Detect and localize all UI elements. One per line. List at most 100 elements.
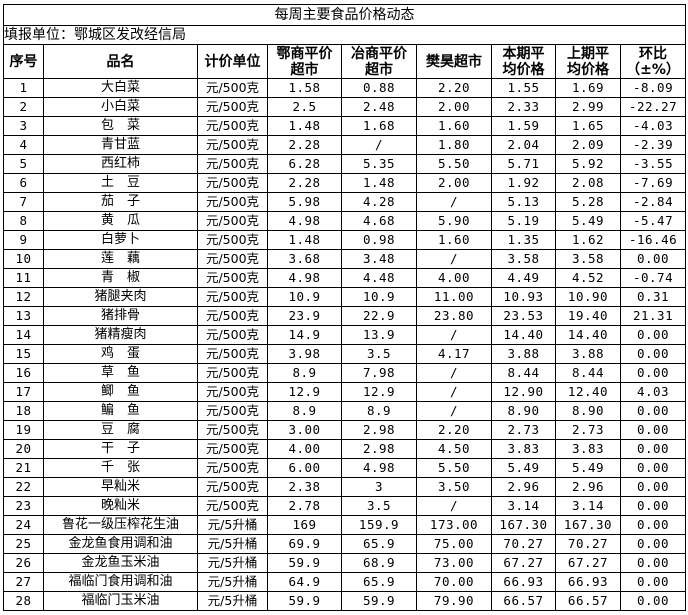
table-row: 18 鳊 鱼元/500克 8.9 8.9/8.90 8.90 0.00 [3, 401, 687, 421]
cell-yeshang: 1.48 [341, 173, 417, 193]
cell-no: 19 [3, 420, 44, 440]
table-row: 1 大白菜 元/500克 1.58 0.88 2.20 1.55 1.69 -8.09 [3, 78, 687, 98]
cell-previous-avg: 3.83 [555, 439, 621, 459]
cell-eshang: 59.9 [267, 591, 342, 611]
cell-name: 小白菜 [43, 97, 198, 117]
cell-fanhao: 1.60 [416, 230, 492, 250]
cell-fanhao: 79.90 [416, 591, 492, 611]
cell-unit: 元/500克 [197, 477, 268, 497]
cell-name: 福临门玉米油 [43, 591, 198, 611]
cell-fanhao: / [416, 325, 492, 345]
cell-unit: 元/500克 [197, 363, 268, 383]
cell-eshang: 2.28 [267, 173, 342, 193]
cell-current-avg: 5.13 [491, 192, 556, 212]
cell-yeshang: 3.5 [341, 496, 417, 516]
cell-unit: 元/500克 [197, 439, 268, 459]
cell-current-avg: 3.83 [491, 439, 556, 459]
table-row: 23 晚籼米 元/500克 2.78 3.5/3.14 3.14 0.00 [3, 496, 687, 516]
cell-unit: 元/500克 [197, 401, 268, 421]
cell-change: -2.39 [619, 135, 687, 155]
cell-no: 21 [3, 458, 44, 478]
cell-previous-avg: 2.99 [555, 97, 621, 117]
cell-eshang: 1.48 [267, 116, 342, 136]
cell-previous-avg: 2.73 [555, 420, 621, 440]
cell-previous-avg: 19.40 [555, 306, 621, 326]
cell-eshang: 5.98 [267, 192, 342, 212]
cell-current-avg: 5.71 [491, 154, 556, 174]
cell-yeshang: 2.98 [341, 439, 417, 459]
cell-unit: 元/500克 [197, 97, 268, 117]
cell-fanhao: 2.00 [416, 173, 492, 193]
cell-current-avg: 2.33 [491, 97, 556, 117]
cell-eshang: 1.48 [267, 230, 342, 250]
cell-no: 20 [3, 439, 44, 459]
cell-current-avg: 2.04 [491, 135, 556, 155]
cell-current-avg: 167.30 [491, 515, 556, 535]
header-line: 鄂商平价 [276, 45, 333, 62]
cell-current-avg: 3.14 [491, 496, 556, 516]
cell-eshang: 59.9 [267, 553, 342, 573]
cell-current-avg: 1.59 [491, 116, 556, 136]
cell-change: -7.69 [619, 173, 687, 193]
cell-current-avg: 67.27 [491, 553, 556, 573]
cell-yeshang: 2.98 [341, 420, 417, 440]
cell-fanhao: 11.00 [416, 287, 492, 307]
cell-change: 0.00 [619, 325, 687, 345]
table-row: 24 鲁花一级压榨花生油 元/5升桶 169 159.9 173.00 167.30 167.… [3, 515, 687, 535]
cell-current-avg: 2.73 [491, 420, 556, 440]
cell-change: -2.84 [619, 192, 687, 212]
cell-current-avg: 4.49 [491, 268, 556, 288]
cell-previous-avg: 1.69 [555, 78, 621, 98]
cell-unit: 元/500克 [197, 382, 268, 402]
cell-no: 6 [3, 173, 44, 193]
cell-previous-avg: 12.40 [555, 382, 621, 402]
cell-previous-avg: 2.96 [555, 477, 621, 497]
cell-name: 大白菜 [43, 78, 198, 98]
cell-previous-avg: 1.65 [555, 116, 621, 136]
cell-previous-avg: 8.90 [555, 401, 621, 421]
cell-yeshang: 0.98 [341, 230, 417, 250]
cell-no: 16 [3, 363, 44, 383]
cell-change: -0.74 [619, 268, 687, 288]
cell-no: 18 [3, 401, 44, 421]
cell-change: -3.55 [619, 154, 687, 174]
cell-fanhao: 5.90 [416, 211, 492, 231]
cell-yeshang: 7.98 [341, 363, 417, 383]
cell-current-avg: 3.88 [491, 344, 556, 364]
cell-current-avg: 3.58 [491, 249, 556, 269]
table-row: 10 莲 藕元/500克 3.68 3.48/3.58 3.58 0.00 [3, 249, 687, 269]
cell-fanhao: / [416, 192, 492, 212]
header-change: 环比 （±%） [619, 44, 687, 79]
cell-fanhao: 70.00 [416, 572, 492, 592]
cell-previous-avg: 70.27 [555, 534, 621, 554]
cell-current-avg: 1.92 [491, 173, 556, 193]
cell-yeshang: 3.48 [341, 249, 417, 269]
cell-no: 26 [3, 553, 44, 573]
cell-eshang: 3.00 [267, 420, 342, 440]
cell-name: 金龙鱼食用调和油 [43, 534, 198, 554]
cell-change: -16.46 [619, 230, 687, 250]
cell-previous-avg: 66.93 [555, 572, 621, 592]
cell-eshang: 4.98 [267, 211, 342, 231]
table-row: 20 干 子元/500克 4.00 2.98 4.50 3.83 3.83 0.00 [3, 439, 687, 459]
header-current-avg: 本期平 均价格 [491, 44, 556, 79]
cell-name: 莲 藕 [43, 249, 198, 269]
table-row: 28 福临门玉米油 元/5升桶 59.9 59.9 79.90 66.57 66.57 0.00 [3, 591, 687, 611]
header-line: （±%） [626, 61, 680, 78]
cell-yeshang: 4.28 [341, 192, 417, 212]
cell-previous-avg: 67.27 [555, 553, 621, 573]
cell-unit: 元/500克 [197, 325, 268, 345]
cell-previous-avg: 14.40 [555, 325, 621, 345]
header-line: 超市 [290, 61, 319, 78]
cell-yeshang: 68.9 [341, 553, 417, 573]
cell-change: 21.31 [619, 306, 687, 326]
table-row: 11 青 椒元/500克 4.98 4.48 4.00 4.49 4.52 -0.74 [3, 268, 687, 288]
cell-previous-avg: 1.62 [555, 230, 621, 250]
cell-eshang: 4.00 [267, 439, 342, 459]
cell-name: 鳊 鱼 [43, 401, 198, 421]
cell-change: 0.31 [619, 287, 687, 307]
cell-name: 晚籼米 [43, 496, 198, 516]
cell-current-avg: 14.40 [491, 325, 556, 345]
